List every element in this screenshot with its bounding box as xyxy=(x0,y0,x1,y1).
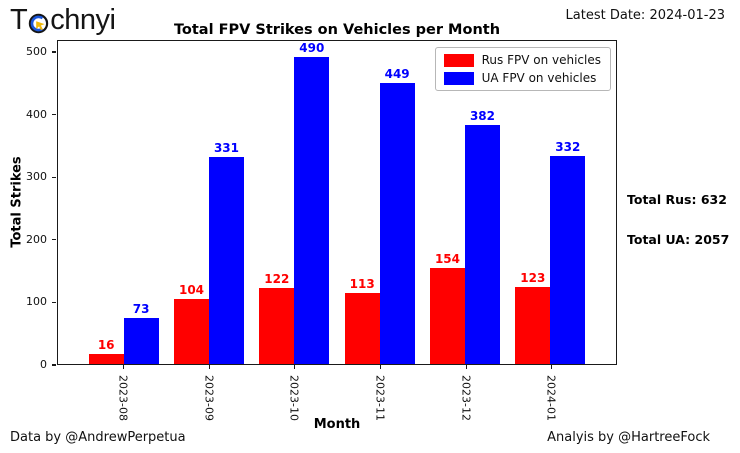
bar-value-label-ua-2024-01: 332 xyxy=(555,140,581,155)
y-tick-mark-500 xyxy=(52,51,56,53)
x-tick-label-2024-01: 2024-01 xyxy=(544,375,558,421)
cursor-circle-logo-icon xyxy=(29,13,49,34)
bar-rus-2023-08 xyxy=(88,353,124,364)
y-tick-mark-400 xyxy=(52,113,56,116)
y-tick-label-500: 500 xyxy=(26,45,47,58)
bar-value-label-rus-2023-10: 122 xyxy=(264,271,290,286)
x-tick-mark-2023-11 xyxy=(379,365,382,369)
legend-swatch-ua xyxy=(443,71,474,85)
legend-item-ua: UA FPV on vehicles xyxy=(443,71,601,85)
bar-ua-2023-12 xyxy=(464,124,500,364)
legend-item-rus: Rus FPV on vehicles xyxy=(443,53,601,67)
x-axis-label: Month xyxy=(313,417,361,432)
y-tick-mark-0 xyxy=(52,364,56,366)
bar-rus-2023-12 xyxy=(429,267,465,364)
bar-rus-2023-10 xyxy=(259,287,295,364)
bar-group-2023-08: 16 73 xyxy=(81,41,166,364)
y-tick-label-200: 200 xyxy=(26,232,47,246)
y-tick-label-100: 100 xyxy=(26,295,47,309)
bar-group-2023-11: 113 449 xyxy=(337,41,422,364)
x-tick-mark-2023-08 xyxy=(122,365,125,369)
latest-date-text: Latest Date: 2024-01-23 xyxy=(565,8,725,23)
bar-group-2023-12: 154 382 xyxy=(422,41,507,364)
bar-ua-2023-11 xyxy=(379,82,415,364)
brand-logo-text-start: T xyxy=(10,4,28,36)
bar-value-label-rus-2023-12: 154 xyxy=(434,251,461,266)
bars-container: 16 73 104 331 122 490 113 449 154 382 123 332 xyxy=(81,41,593,364)
x-tick-2023-10: 2023-10 xyxy=(251,365,337,427)
y-axis-label: Total Strikes xyxy=(9,156,25,248)
x-tick-2023-09: 2023-09 xyxy=(166,365,252,427)
x-tick-mark-2023-09 xyxy=(208,365,210,369)
bar-value-label-rus-2023-11: 113 xyxy=(349,277,375,292)
plot-area: 16 73 104 331 122 490 113 449 154 382 123 332 Rus F… xyxy=(57,40,617,365)
y-tick-label-0: 0 xyxy=(40,358,47,371)
x-tick-label-2023-08: 2023-08 xyxy=(116,375,130,421)
legend-swatch-rus xyxy=(443,53,474,67)
data-credit-text: Data by @AndrewPerpetua xyxy=(10,430,186,445)
chart-title: Total FPV Strikes on Vehicles per Month xyxy=(173,22,501,38)
bar-ua-2023-10 xyxy=(294,57,330,364)
x-tick-mark-2024-01 xyxy=(551,365,553,369)
x-tick-mark-2023-10 xyxy=(294,365,296,369)
bar-value-label-ua-2023-09: 331 xyxy=(213,140,240,155)
bar-ua-2023-09 xyxy=(208,156,244,364)
brand-logo: T chnyi xyxy=(10,4,116,37)
x-tick-mark-2023-12 xyxy=(465,365,467,369)
bar-rus-2023-11 xyxy=(344,293,380,364)
legend-label-ua: UA FPV on vehicles xyxy=(481,71,597,85)
bar-rus-2023-09 xyxy=(174,298,209,364)
x-tick-label-2023-12: 2023-12 xyxy=(459,375,473,421)
total-rus-annotation: Total Rus: 632 xyxy=(627,192,727,207)
brand-logo-text-end: chnyi xyxy=(50,4,116,36)
bar-group-2023-10: 122 490 xyxy=(252,41,337,364)
y-tick-label-400: 400 xyxy=(26,107,47,121)
x-tick-label-2023-09: 2023-09 xyxy=(202,375,215,421)
bar-group-2024-01: 123 332 xyxy=(508,41,593,364)
bar-value-label-ua-2023-10: 490 xyxy=(299,41,325,56)
y-tick-mark-100 xyxy=(52,301,56,304)
bar-value-label-ua-2023-08: 73 xyxy=(132,302,150,317)
bar-ua-2023-08 xyxy=(123,318,159,364)
bar-value-label-rus-2023-08: 16 xyxy=(97,337,115,352)
x-tick-label-2023-10: 2023-10 xyxy=(287,375,301,421)
y-tick-mark-200 xyxy=(52,239,56,241)
legend: Rus FPV on vehicles UA FPV on vehicles xyxy=(434,47,611,91)
y-tick-label-300: 300 xyxy=(26,170,47,184)
bar-value-label-rus-2023-09: 104 xyxy=(178,282,205,297)
x-axis: 2023-08 2023-09 2023-10 2023-11 2023-12 2024-… xyxy=(80,365,594,427)
x-tick-2024-01: 2024-01 xyxy=(508,365,594,427)
x-tick-label-2023-11: 2023-11 xyxy=(373,375,387,421)
legend-label-rus: Rus FPV on vehicles xyxy=(481,53,601,67)
bar-value-label-rus-2024-01: 123 xyxy=(520,271,546,286)
x-tick-2023-08: 2023-08 xyxy=(80,365,166,427)
bar-value-label-ua-2023-11: 449 xyxy=(384,66,410,81)
x-tick-2023-12: 2023-12 xyxy=(423,365,509,427)
bar-ua-2024-01 xyxy=(550,156,586,364)
total-ua-annotation: Total UA: 2057 xyxy=(627,232,730,247)
bar-value-label-ua-2023-12: 382 xyxy=(469,108,495,123)
y-tick-mark-300 xyxy=(52,176,56,178)
analysis-credit-text: Analyis by @HartreeFock xyxy=(547,430,710,445)
bar-group-2023-09: 104 331 xyxy=(166,41,251,364)
y-axis: 0 100 200 300 400 500 xyxy=(0,40,57,371)
x-tick-2023-11: 2023-11 xyxy=(337,365,423,427)
bar-rus-2024-01 xyxy=(515,287,551,364)
